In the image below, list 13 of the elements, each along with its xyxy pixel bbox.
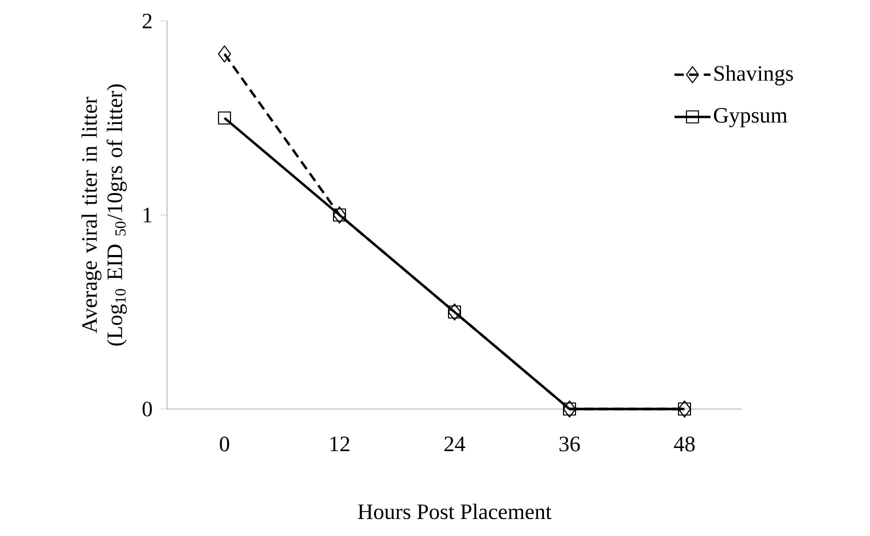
x-tick-label: 12 (330, 436, 350, 452)
x-tick-label: 24 (444, 436, 466, 452)
legend-label: Gypsum (714, 108, 788, 128)
y-tick-label: 0 (142, 402, 152, 416)
x-tick-label: 36 (560, 436, 580, 452)
legend-label: Shavings (714, 65, 793, 86)
x-tick-label: 0 (220, 436, 230, 452)
x-tick-label: 48 (674, 436, 695, 452)
point (218, 111, 232, 125)
y-tick-label: 2 (142, 14, 152, 28)
point (218, 45, 232, 63)
x-axis-title: Hours Post Placement (358, 504, 552, 520)
y-tick-label: 1 (144, 208, 152, 222)
